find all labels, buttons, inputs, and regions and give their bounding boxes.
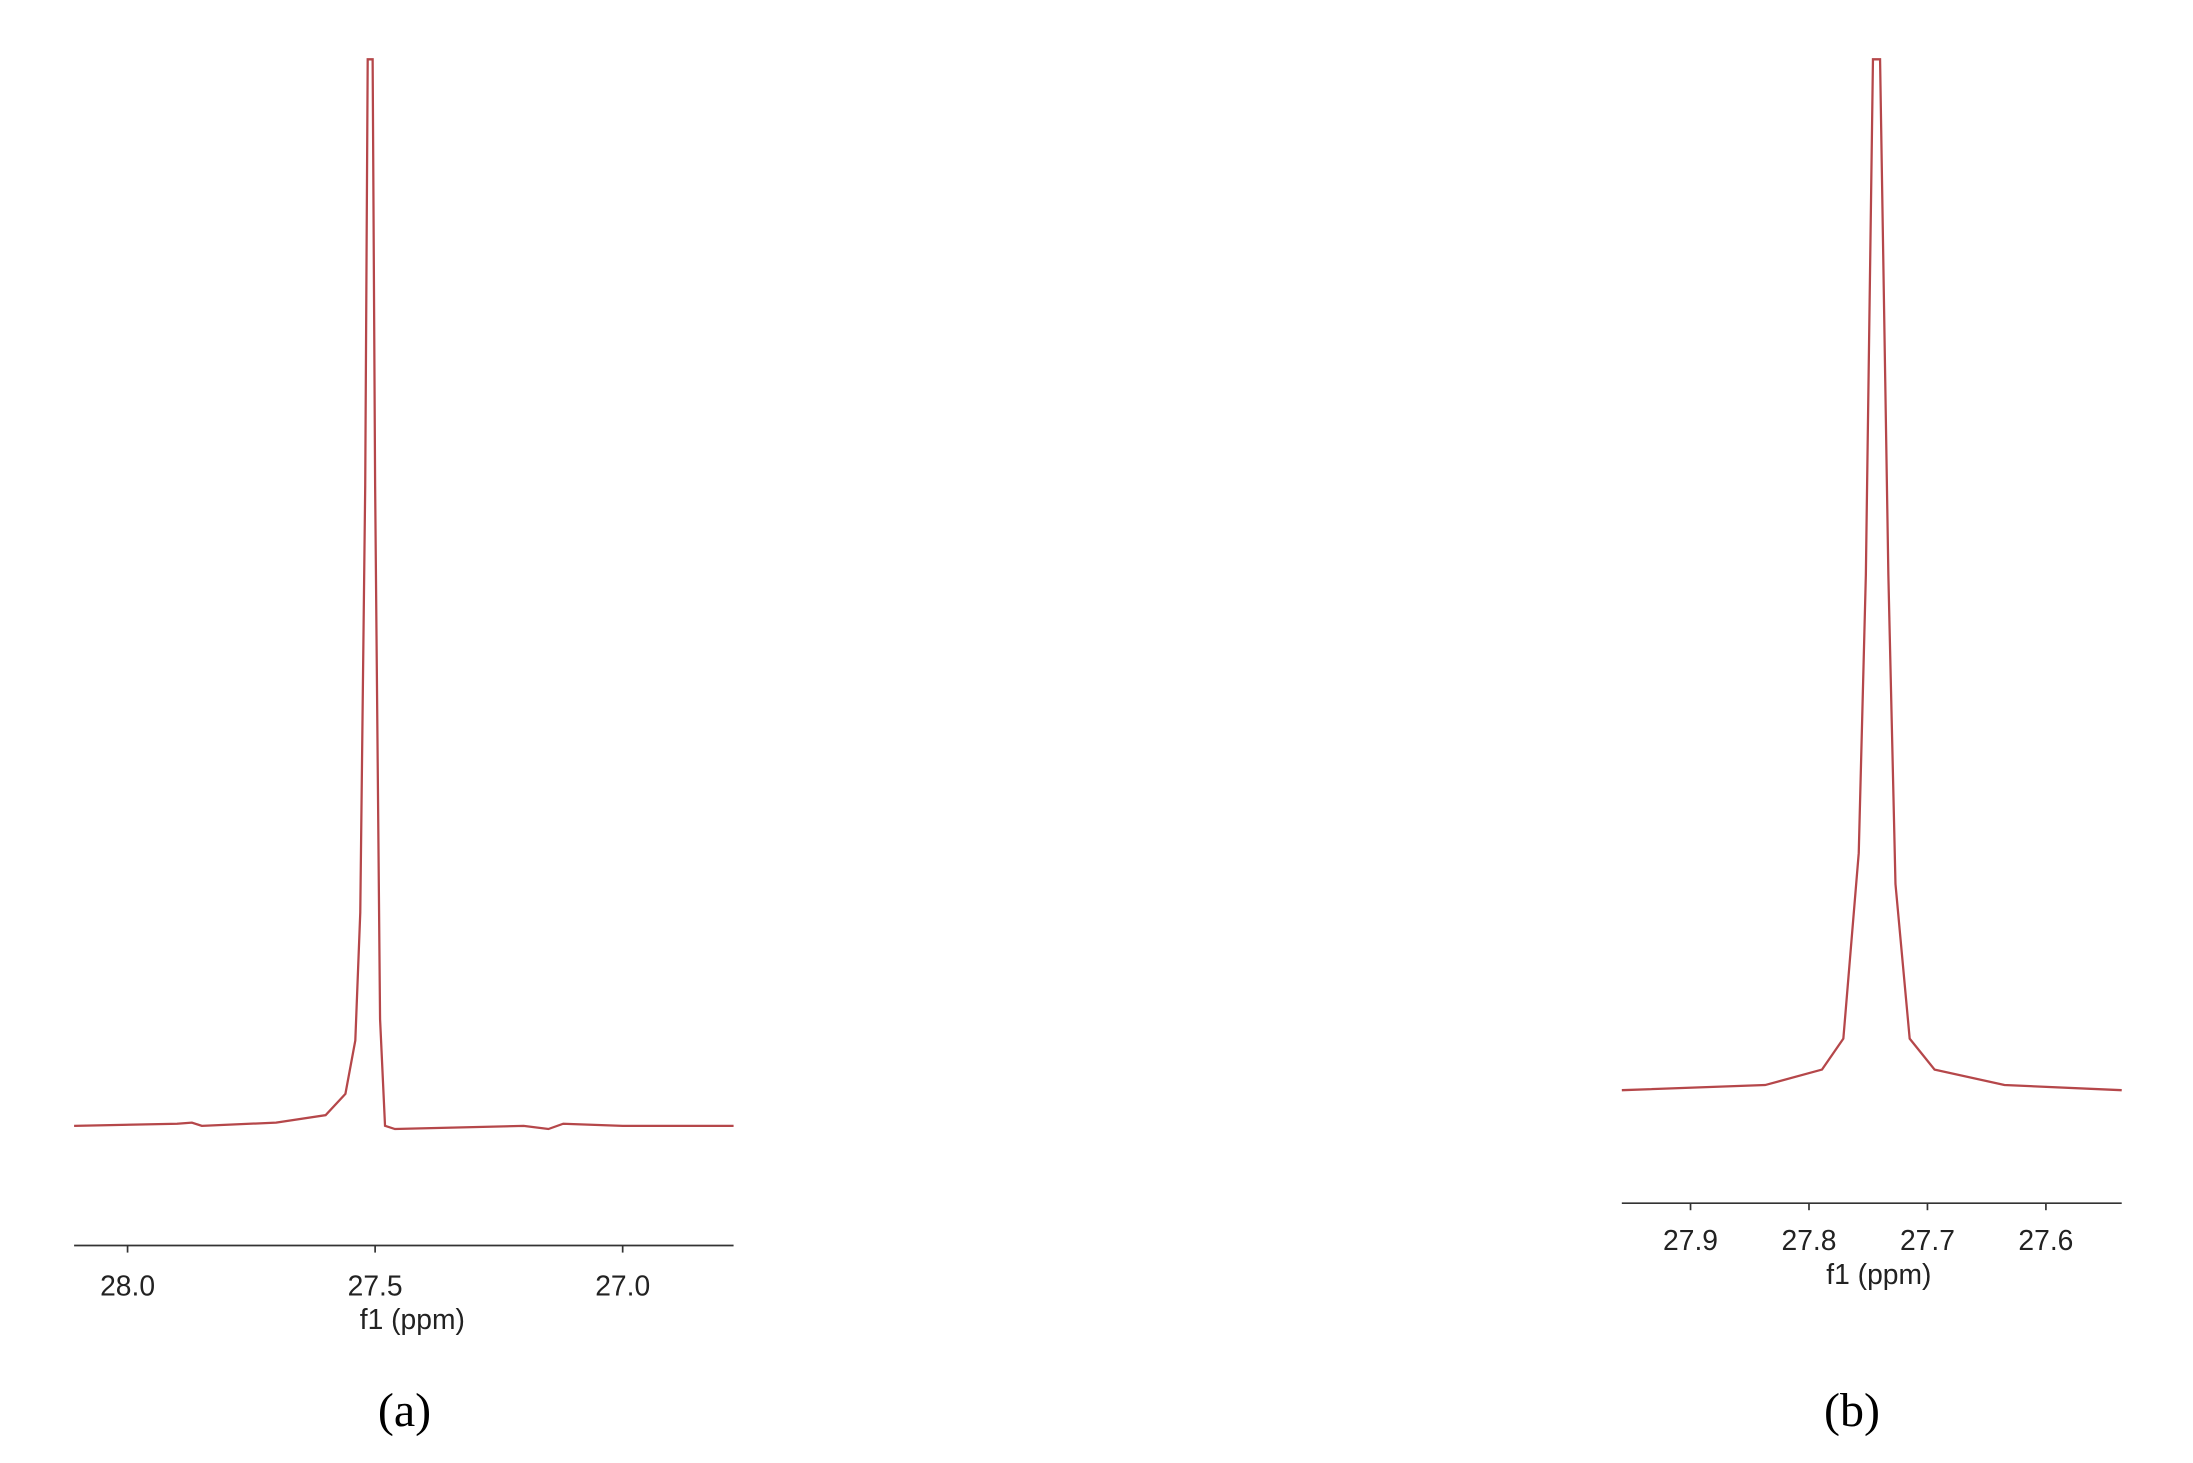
x-tick-label: 27.8 [1782,1224,1837,1256]
panel-caption: (a) [378,1384,431,1437]
panel-caption: (b) [1824,1384,1880,1437]
x-tick-label: 28.0 [100,1269,155,1301]
spectrum-line [1621,58,2122,1092]
x-tick-label: 27.5 [348,1269,403,1301]
x-tick-label: 27.9 [1663,1224,1718,1256]
x-tick-label: 27.7 [1900,1224,1955,1256]
x-axis-label: f1 (ppm) [1826,1258,1931,1290]
x-axis-label: f1 (ppm) [360,1303,465,1335]
x-tick-label: 27.6 [2018,1224,2073,1256]
spectrum-line [74,58,734,1131]
x-tick-label: 27.0 [595,1269,650,1301]
